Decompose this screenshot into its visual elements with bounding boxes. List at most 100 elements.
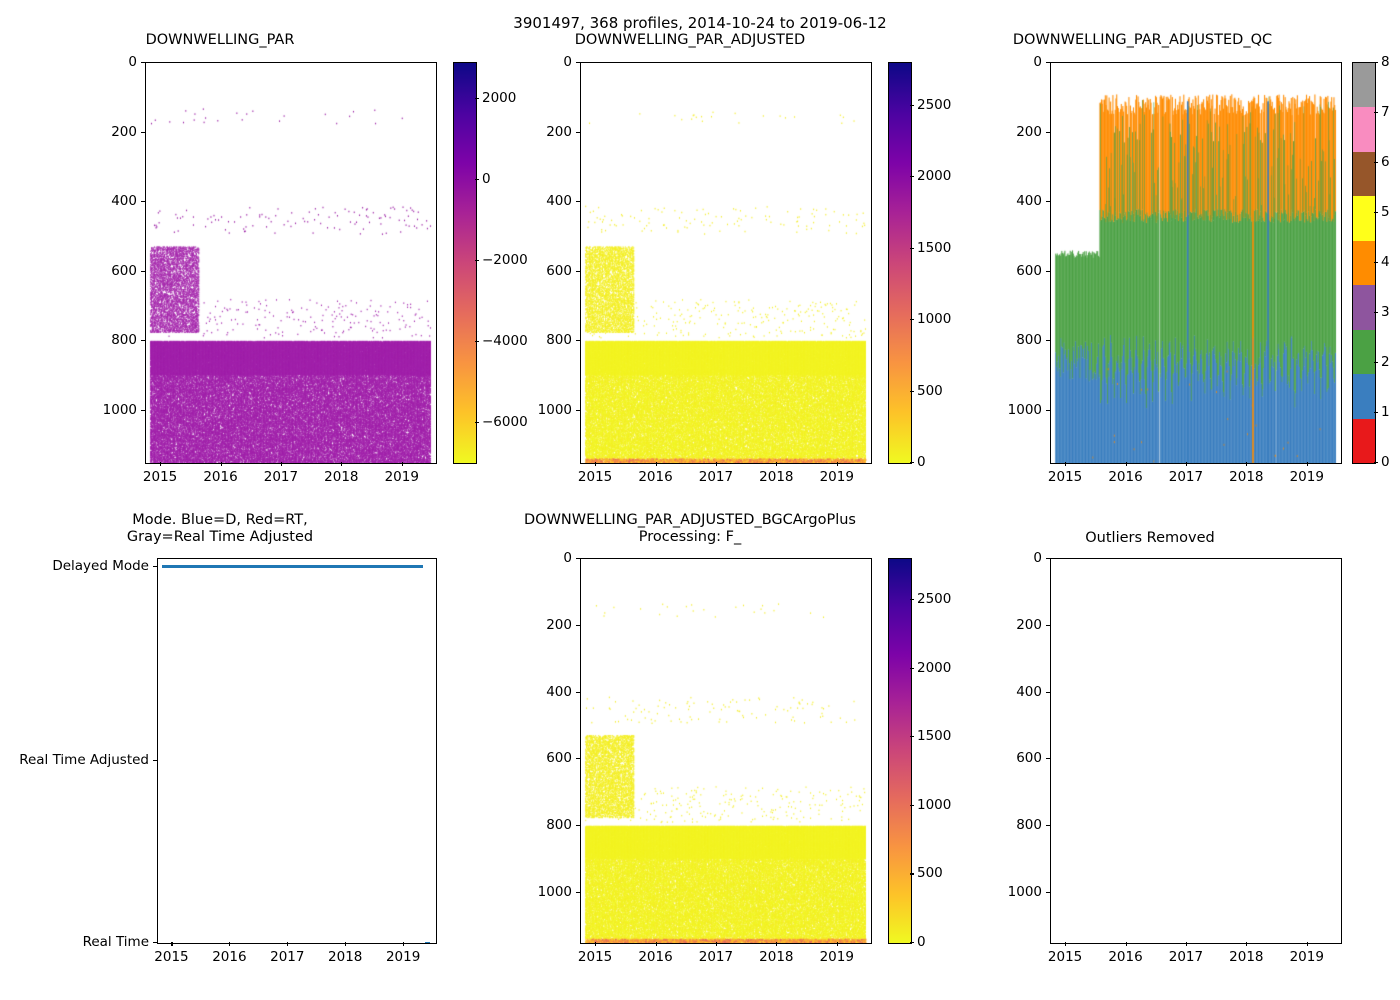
y-tick-mark [1046, 270, 1050, 272]
x-tick-mark [836, 942, 838, 946]
colorbar-downwelling-par [453, 62, 477, 464]
y-tick-mark [153, 565, 157, 567]
plot-axes-downwelling-par[interactable] [145, 62, 437, 464]
y-tick-label: 600 [1016, 750, 1042, 767]
y-tick-label: Delayed Mode [52, 557, 149, 574]
y-tick-label: 400 [1016, 193, 1042, 210]
data-speckle-layer [146, 63, 436, 463]
y-tick-mark [576, 62, 580, 64]
panel-title-bgcargoplus-line1: DOWNWELLING_PAR_ADJUSTED_BGCArgoPlus [524, 512, 856, 528]
colorbar-tick-label: 1000 [917, 311, 952, 328]
y-tick-mark [141, 62, 145, 64]
qc-colorbar-tick-label: 3 [1381, 304, 1390, 320]
x-tick-mark [1125, 462, 1127, 466]
y-tick-label: 1000 [537, 883, 572, 900]
plot-axes-downwelling-par-adjusted-qc[interactable] [1050, 62, 1342, 464]
qc-color-segment-7 [1353, 107, 1375, 152]
y-tick-mark [576, 270, 580, 272]
colorbar-tick-mark [475, 421, 479, 423]
x-tick-label: 2015 [142, 469, 178, 485]
y-tick-mark [1046, 409, 1050, 411]
qc-colorbar-tick-label: 8 [1381, 54, 1390, 70]
plot-area-downwelling-par-adjusted [581, 63, 871, 463]
x-tick-label: 2016 [638, 949, 673, 965]
x-tick-mark [776, 942, 778, 946]
qc-colorbar-tick-mark [1374, 312, 1378, 314]
x-tick-label: 2019 [385, 949, 421, 965]
qc-color-segment-5 [1353, 196, 1375, 241]
x-tick-mark [1306, 462, 1308, 466]
panel-title-bgcargoplus-line2: Processing: F_ [638, 529, 742, 545]
colorbar-bgcargoplus [888, 558, 912, 944]
y-tick-label: 800 [1016, 332, 1042, 349]
y-tick-label: 1000 [1007, 401, 1042, 418]
colorbar-tick-label: 2000 [917, 168, 952, 185]
y-tick-mark [1046, 131, 1050, 133]
panel-title-downwelling-par-adjusted: DOWNWELLING_PAR_ADJUSTED [574, 32, 806, 48]
plot-axes-data-mode[interactable] [157, 558, 437, 944]
qc-color-segment-2 [1353, 329, 1375, 375]
colorbar-tick-mark [475, 259, 479, 262]
colorbar-tick-label: −6000 [482, 413, 528, 430]
y-tick-mark [576, 758, 580, 760]
y-tick-mark [1046, 62, 1050, 64]
y-tick-label: 0 [563, 54, 572, 70]
y-tick-mark [153, 942, 157, 944]
panel-outliers-removed: Outliers Removed 0 200 400 600 800 1000 2015 2… [940, 512, 1400, 982]
qc-color-segment-1 [1353, 374, 1375, 419]
colorbar-tick-mark [910, 804, 914, 806]
y-tick-mark [1046, 825, 1050, 827]
x-tick-label: 2019 [819, 949, 854, 965]
colorbar-tick-label: 1500 [917, 728, 952, 745]
y-tick-mark [576, 558, 580, 560]
qc-flag-layer [1051, 63, 1341, 463]
figure-suptitle: 3901497, 368 profiles, 2014-10-24 to 201… [513, 14, 887, 32]
y-tick-mark [1046, 624, 1050, 626]
x-tick-label: 2016 [638, 469, 673, 485]
colorbar-tick-mark [910, 942, 914, 944]
colorbar-tick-mark [910, 319, 914, 321]
y-tick-mark [141, 201, 145, 203]
plot-area-data-mode [158, 559, 436, 943]
y-tick-label: 800 [546, 817, 572, 834]
plot-axes-bgcargoplus[interactable] [580, 558, 872, 944]
x-tick-label: 2017 [263, 469, 299, 485]
y-tick-label: 600 [546, 750, 572, 767]
y-tick-label: 200 [546, 123, 572, 140]
panel-title-downwelling-par: DOWNWELLING_PAR [145, 32, 295, 48]
y-tick-label: 800 [546, 332, 572, 349]
x-tick-label: 2017 [698, 469, 734, 485]
plot-axes-downwelling-par-adjusted[interactable] [580, 62, 872, 464]
colorbar-tick-mark [910, 247, 914, 249]
qc-color-segment-6 [1353, 151, 1375, 197]
y-tick-mark [1046, 691, 1050, 693]
y-tick-label: 600 [1016, 262, 1042, 279]
y-tick-mark [153, 759, 157, 761]
y-tick-label: 800 [111, 332, 137, 349]
y-tick-mark [1046, 558, 1050, 560]
qc-colorbar-tick-mark [1374, 262, 1378, 264]
qc-color-segment-3 [1353, 285, 1375, 330]
x-tick-mark [1065, 942, 1067, 946]
colorbar-tick-label: 1500 [917, 239, 952, 256]
qc-color-segment-0 [1353, 418, 1375, 463]
y-tick-label: Real Time Adjusted [19, 751, 149, 768]
y-tick-mark [1046, 891, 1050, 893]
plot-area-downwelling-par-adjusted-qc [1051, 63, 1341, 463]
colorbar-tick-mark [475, 179, 479, 181]
x-tick-label: 2017 [698, 949, 734, 965]
x-tick-mark [655, 942, 657, 946]
y-tick-mark [576, 131, 580, 133]
plot-axes-outliers-removed[interactable] [1050, 558, 1342, 944]
panel-downwelling-par: DOWNWELLING_PAR 0 200 400 600 800 1000 2015 20… [0, 32, 528, 485]
x-tick-label: 2017 [1168, 949, 1204, 965]
panel-title-downwelling-par-adjusted-qc: DOWNWELLING_PAR_ADJUSTED_QC [1012, 32, 1273, 48]
x-tick-mark [1246, 462, 1248, 466]
colorbar-tick-mark [910, 736, 914, 738]
colorbar-tick-label: 1000 [917, 796, 952, 813]
y-tick-mark [1046, 201, 1050, 203]
x-tick-mark [1185, 942, 1188, 946]
colorbar-tick-label: 0 [917, 934, 926, 950]
colorbar-tick-mark [910, 104, 914, 106]
plot-area-outliers-removed [1051, 559, 1341, 943]
